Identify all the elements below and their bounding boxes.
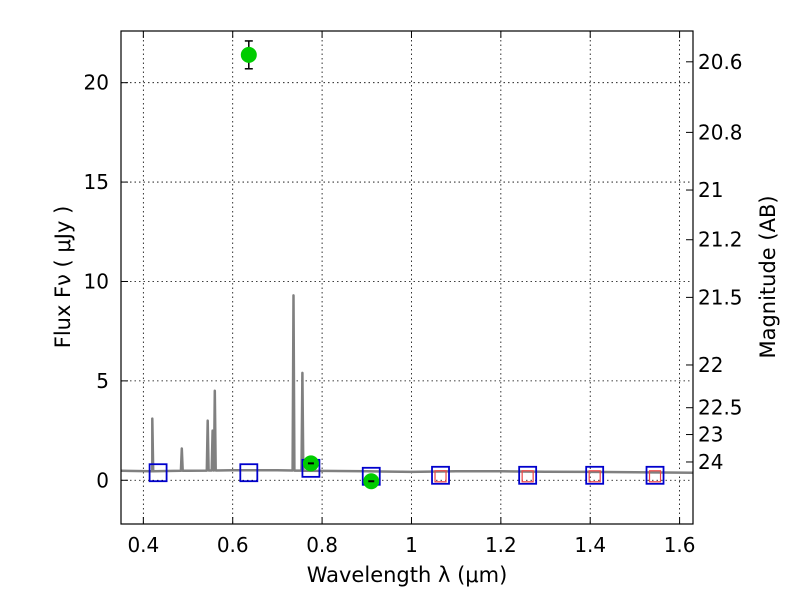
right-y-axis-label: Magnitude (AB): [756, 195, 780, 358]
upper-limit-point: [521, 470, 534, 483]
right-tick-label: 20.6: [698, 50, 743, 74]
x-tick-label: 1.6: [664, 533, 696, 557]
axis-ticks: 0.4 0.6 0.8 1 1.2 1.4 1.6 0 5 10 15 20 20.6 20.8 21 21.…: [84, 31, 743, 557]
x-axis-label: Wavelength λ (μm): [307, 563, 508, 587]
y-tick-label: 15: [84, 170, 109, 194]
model-photometry-point: [239, 463, 259, 483]
spectrum-line: [120, 294, 694, 474]
upper-limit-point: [648, 470, 662, 483]
model-photometry-point: [645, 465, 665, 485]
right-tick-label: 21.5: [698, 285, 743, 309]
right-tick-label: 22.5: [698, 396, 743, 420]
right-tick-label: 21.2: [698, 228, 743, 252]
x-tick-label: 1.4: [574, 533, 606, 557]
y-tick-label: 5: [96, 369, 109, 393]
right-tick-label: 24: [698, 450, 723, 474]
grid: [121, 31, 693, 524]
upper-limit-point: [434, 470, 447, 483]
x-tick-label: 0.8: [306, 533, 338, 557]
spectrum-series: [120, 294, 694, 474]
model-photometry-point: [518, 465, 538, 485]
y-axis-label: Flux Fν ( μJy ): [51, 206, 75, 349]
x-tick-label: 1: [405, 533, 418, 557]
model-photometry-point: [431, 465, 450, 485]
y-tick-label: 0: [96, 468, 109, 492]
upper-limit-point: [588, 470, 601, 483]
right-tick-label: 22: [698, 353, 723, 377]
y-tick-label: 20: [84, 71, 109, 95]
upper-limit-series: [434, 470, 662, 483]
plot-frame: [120, 30, 694, 525]
x-tick-label: 0.6: [217, 533, 249, 557]
model-photometry-point: [148, 463, 168, 483]
x-tick-label: 1.2: [485, 533, 517, 557]
right-tick-label: 23: [698, 423, 723, 447]
x-tick-label: 0.4: [127, 533, 159, 557]
observed-point: [240, 46, 257, 63]
right-tick-label: 20.8: [698, 120, 743, 144]
y-tick-label: 10: [84, 269, 109, 293]
model-photometry-point: [585, 465, 605, 485]
right-tick-label: 21: [698, 178, 723, 202]
observed-series: [240, 40, 380, 490]
